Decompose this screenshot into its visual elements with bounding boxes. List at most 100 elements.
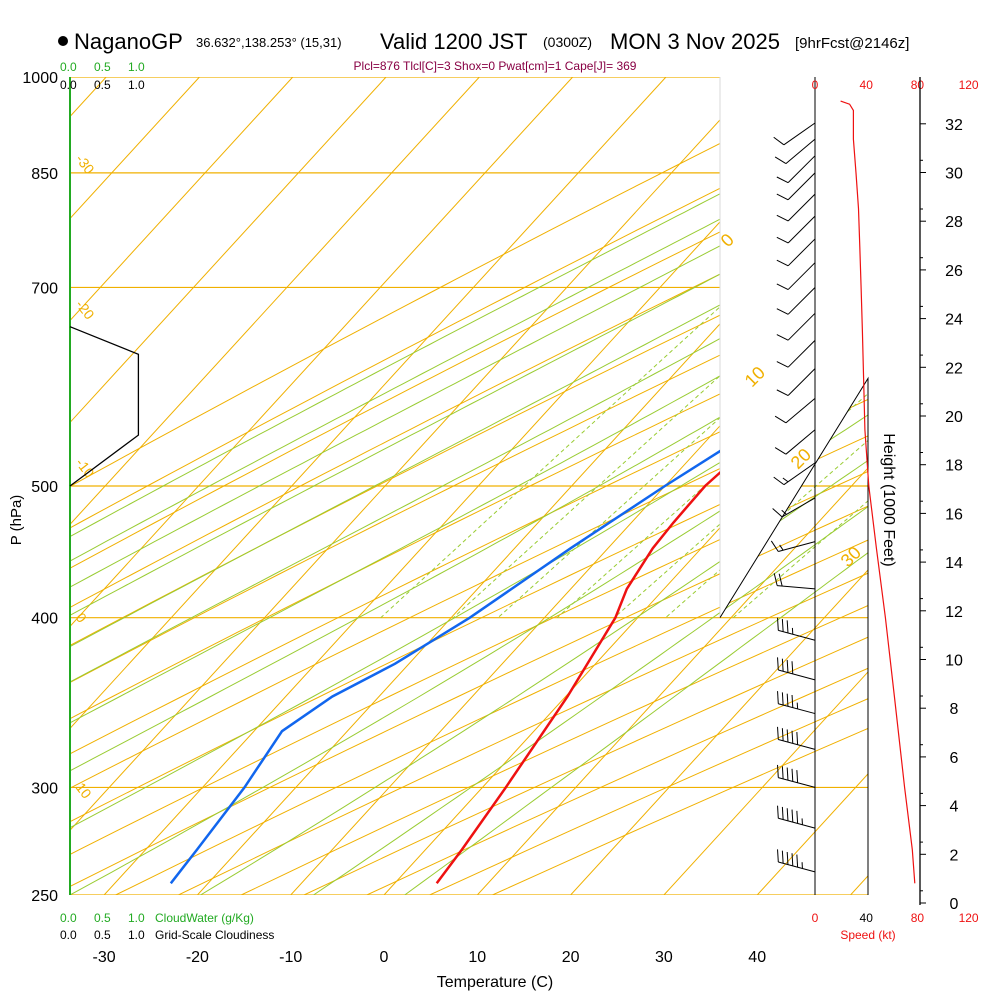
- dry-adiabat-label: 20: [787, 445, 815, 473]
- pressure-tick-label: 400: [31, 611, 58, 628]
- cloud-water-tick-top: 1.0: [128, 60, 145, 74]
- wind-barb-flag: [786, 851, 789, 865]
- temperature-tick-label: -30: [93, 949, 116, 966]
- cloudiness-tick-bottom: 0.0: [60, 928, 77, 942]
- height-tick-label: 4: [950, 799, 959, 816]
- wind-barb-half: [782, 477, 789, 483]
- dewpoint-line: [169, 101, 868, 885]
- wind-barb-flag: [791, 694, 794, 708]
- wind-barb-shaft: [778, 817, 816, 829]
- wind-barb-shaft: [778, 861, 816, 873]
- cloud-water-tick-bottom: 0.5: [94, 911, 111, 925]
- dry-adiabat-line: [178, 77, 868, 895]
- wind-barb-shaft: [783, 122, 816, 146]
- wind-barb-shaft: [777, 585, 816, 590]
- pressure-tick-label: 850: [31, 166, 58, 183]
- pressure-tick-label: 700: [31, 280, 58, 297]
- pressure-axis: 250 300 400 500 700 850 1000: [22, 70, 58, 905]
- wind-barb-flag: [774, 415, 787, 424]
- cloudiness-tick-top: 1.0: [128, 78, 145, 92]
- wind-barb-flag: [774, 156, 787, 165]
- dry-adiabat-line: [303, 77, 868, 895]
- mixing-ratio-line: [556, 77, 868, 619]
- dry-adiabat-line: [70, 77, 868, 895]
- wind-barb-flag: [796, 732, 799, 745]
- speed-tick-top: 80: [911, 78, 925, 92]
- wind-barb-flag: [791, 768, 794, 782]
- wind-speed-line: [840, 100, 916, 884]
- dry-adiabat-line: [70, 77, 868, 895]
- wind-barb: [777, 849, 816, 873]
- wind-barb: [777, 805, 816, 829]
- isotherm-line: [70, 77, 480, 895]
- isotherm-line: [756, 77, 868, 895]
- wind-barb-shaft: [787, 215, 816, 244]
- height-tick-label: 18: [945, 458, 963, 475]
- wind-barb-flag: [781, 766, 784, 779]
- temperature-tick-label: -10: [279, 949, 302, 966]
- height-axis-label: Height (1000 Feet): [880, 433, 897, 566]
- wind-barb-flag: [781, 806, 784, 820]
- wind-speed-label: Speed (kt): [840, 928, 895, 942]
- wind-barb: [773, 462, 816, 486]
- wind-barb-flag: [796, 854, 799, 868]
- height-tick-label: 24: [945, 312, 963, 329]
- thermo-grid: 123581220100-10-20-30: [0, 77, 868, 895]
- wind-barb: [777, 617, 816, 641]
- height-tick-label: 32: [945, 117, 963, 134]
- wind-barb-flag: [778, 573, 783, 587]
- wind-barb-shaft: [778, 703, 816, 715]
- wind-barb-shaft: [787, 238, 816, 267]
- wind-barb-flag: [777, 726, 779, 740]
- cloudiness-label: Grid-Scale Cloudiness: [155, 928, 274, 942]
- wind-barb: [776, 172, 816, 201]
- wind-barb-flag: [781, 728, 784, 741]
- mixing-ratio-line: [452, 77, 868, 619]
- wind-barb-flag: [777, 691, 779, 704]
- wind-barb: [776, 262, 816, 291]
- moist-adiabat-line: [70, 77, 868, 895]
- wind-barb: [776, 193, 816, 222]
- wind-barb: [776, 312, 816, 341]
- plot-slant-edge: [719, 376, 869, 895]
- height-tick-label: 14: [945, 555, 963, 572]
- cloud-water-label: CloudWater (g/Kg): [155, 911, 254, 925]
- wind-barb-flag: [791, 853, 794, 866]
- height-tick-label: 28: [945, 214, 963, 231]
- temperature-line: [435, 100, 868, 885]
- wind-barb-flag: [774, 447, 787, 455]
- wind-barb-flag: [786, 808, 789, 821]
- dry-adiabat-line: [115, 77, 868, 895]
- wind-barb-flag: [776, 361, 789, 368]
- wind-barb-shaft: [787, 312, 816, 341]
- speed-tick-bottom: 120: [959, 911, 979, 925]
- moist-adiabat-line: [70, 77, 868, 895]
- wind-barb: [776, 215, 816, 244]
- wind-barb: [776, 155, 816, 184]
- pressure-axis-label: P (hPa): [8, 495, 25, 546]
- wind-barb-flag: [786, 659, 789, 673]
- wind-barb: [774, 398, 816, 424]
- wind-barb-flag: [786, 729, 789, 743]
- height-tick-label: 30: [945, 166, 963, 183]
- isotherm-line: [70, 77, 574, 895]
- cloudiness-tick-top: 0.0: [60, 78, 77, 92]
- dry-adiabat-line: [70, 77, 868, 895]
- height-tick-label: 12: [945, 604, 963, 621]
- cloudiness-tick-bottom: 0.5: [94, 928, 111, 942]
- moist-adiabat-line: [70, 77, 868, 895]
- isotherm-line: [0, 77, 13, 895]
- wind-barb-flag: [776, 283, 789, 291]
- moist-adiabat-line: [70, 77, 868, 895]
- wind-barb-flag: [773, 476, 785, 486]
- wind-barb-flag: [776, 308, 789, 315]
- pressure-tick-label: 300: [31, 780, 58, 797]
- wind-panel: [770, 77, 916, 895]
- wind-barb-flag: [781, 850, 784, 864]
- dry-adiabat-line: [70, 77, 853, 895]
- temperature-tick-label: 0: [380, 949, 389, 966]
- wind-barb-shaft: [785, 398, 816, 424]
- speed-tick-top: 120: [959, 78, 979, 92]
- wind-barb-half: [779, 544, 784, 551]
